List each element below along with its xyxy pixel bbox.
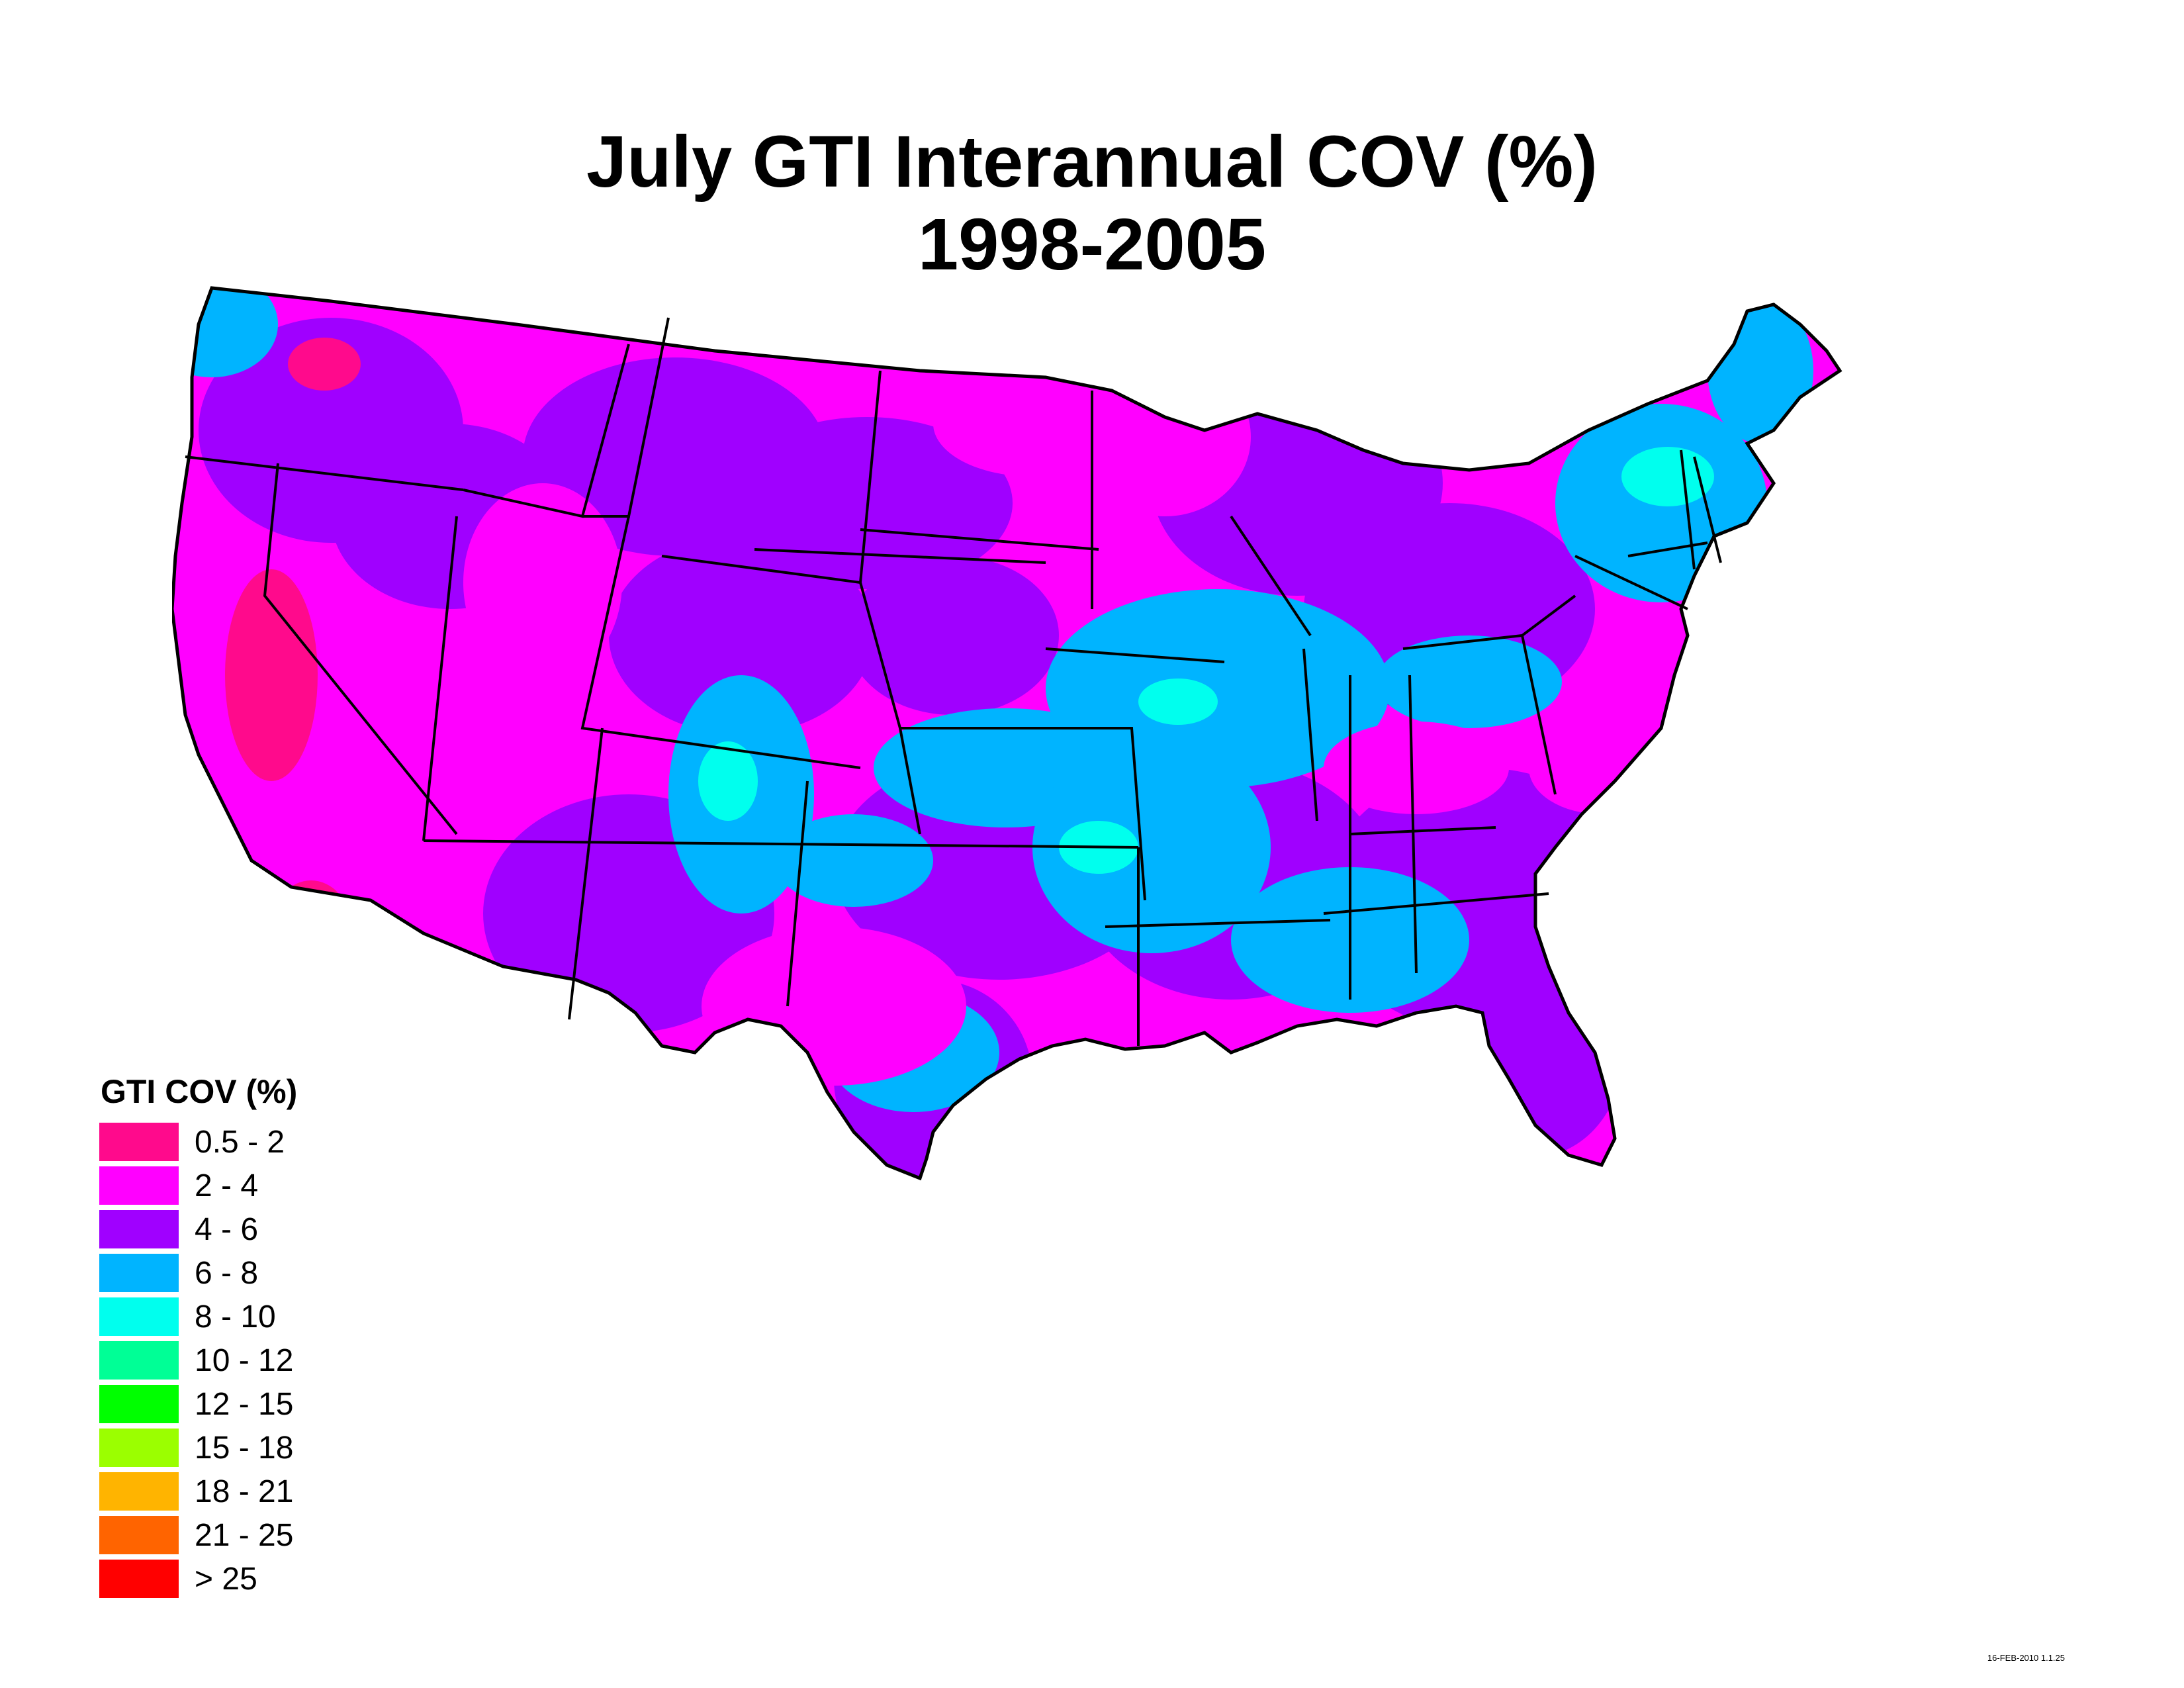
state-borders bbox=[185, 317, 1722, 1046]
legend-label: 21 - 25 bbox=[195, 1517, 294, 1553]
legend-swatch bbox=[99, 1254, 179, 1292]
legend-swatch bbox=[99, 1123, 179, 1161]
legend-label: 10 - 12 bbox=[195, 1342, 294, 1378]
legend-swatch bbox=[99, 1166, 179, 1205]
legend-item: 8 - 10 bbox=[99, 1295, 297, 1338]
legend-label: 12 - 15 bbox=[195, 1386, 294, 1422]
legend-label: > 25 bbox=[195, 1561, 257, 1597]
legend: GTI COV (%) 0.5 - 2 2 - 4 4 - 6 6 - 8 8 … bbox=[99, 1072, 297, 1601]
legend-item: 21 - 25 bbox=[99, 1513, 297, 1557]
legend-item: 15 - 18 bbox=[99, 1426, 297, 1470]
legend-rows: 0.5 - 2 2 - 4 4 - 6 6 - 8 8 - 10 10 - 12… bbox=[99, 1120, 297, 1601]
legend-item: 0.5 - 2 bbox=[99, 1120, 297, 1164]
legend-swatch bbox=[99, 1429, 179, 1467]
legend-item: > 25 bbox=[99, 1557, 297, 1601]
us-cov-map bbox=[172, 286, 1843, 1181]
legend-label: 0.5 - 2 bbox=[195, 1124, 285, 1160]
timestamp: 16-FEB-2010 1.1.25 bbox=[1987, 1653, 2065, 1663]
legend-item: 12 - 15 bbox=[99, 1382, 297, 1426]
us-outline bbox=[172, 286, 1843, 1181]
legend-item: 2 - 4 bbox=[99, 1164, 297, 1207]
legend-label: 4 - 6 bbox=[195, 1211, 259, 1247]
legend-swatch bbox=[99, 1560, 179, 1598]
map-title: July GTI Interannual COV (%) bbox=[586, 121, 1598, 203]
legend-item: 6 - 8 bbox=[99, 1251, 297, 1295]
legend-swatch bbox=[99, 1516, 179, 1554]
legend-item: 18 - 21 bbox=[99, 1470, 297, 1513]
legend-label: 6 - 8 bbox=[195, 1255, 259, 1291]
legend-swatch bbox=[99, 1297, 179, 1336]
legend-item: 10 - 12 bbox=[99, 1338, 297, 1382]
legend-label: 8 - 10 bbox=[195, 1299, 276, 1335]
legend-label: 18 - 21 bbox=[195, 1474, 294, 1509]
legend-swatch bbox=[99, 1210, 179, 1248]
legend-label: 15 - 18 bbox=[195, 1430, 294, 1466]
legend-swatch bbox=[99, 1341, 179, 1380]
legend-title: GTI COV (%) bbox=[101, 1073, 298, 1110]
legend-label: 2 - 4 bbox=[195, 1168, 259, 1203]
legend-swatch bbox=[99, 1385, 179, 1423]
legend-swatch bbox=[99, 1472, 179, 1511]
legend-item: 4 - 6 bbox=[99, 1207, 297, 1251]
map-subtitle-years: 1998-2005 bbox=[917, 204, 1267, 285]
